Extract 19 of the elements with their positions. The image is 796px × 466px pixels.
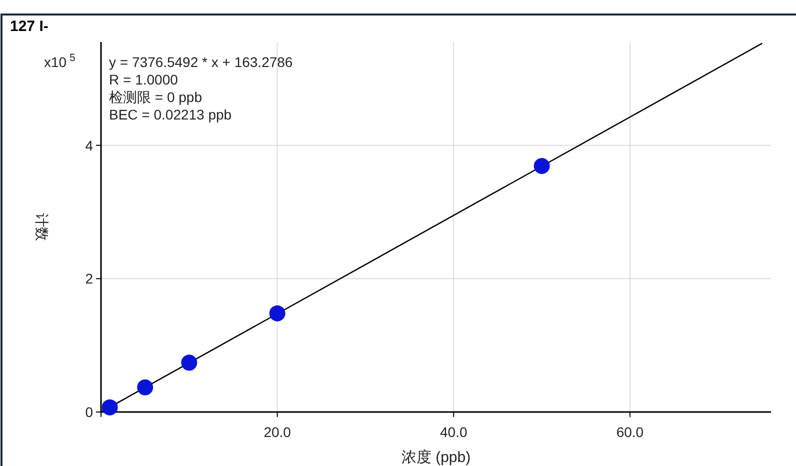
x-tick-label: 40.0 xyxy=(440,424,468,440)
text: x10$^{5}$ xyxy=(44,52,76,70)
y-tick-label: 0 xyxy=(85,404,94,420)
y-axis-title: 计数 xyxy=(34,213,50,241)
annotation: y = 7376.5492 * x + 163.2786 xyxy=(109,54,293,70)
y-tick-label: 4 xyxy=(85,137,94,154)
point xyxy=(534,158,550,174)
point xyxy=(181,354,198,371)
x-tick-label: 20.0 xyxy=(264,424,292,440)
x-tick-label: 60.0 xyxy=(616,424,644,440)
annotation: R = 1.0000 xyxy=(109,72,178,88)
title: 127 I- xyxy=(10,18,48,35)
point xyxy=(137,379,154,396)
point xyxy=(269,305,286,322)
x-axis-title: 浓度 (ppb) xyxy=(401,449,471,466)
point xyxy=(102,399,118,416)
y-tick-label: 2 xyxy=(85,270,94,287)
annotation: BEC = 0.02213 ppb xyxy=(109,106,232,122)
annotation: 检测限 = 0 ppb xyxy=(109,89,202,105)
